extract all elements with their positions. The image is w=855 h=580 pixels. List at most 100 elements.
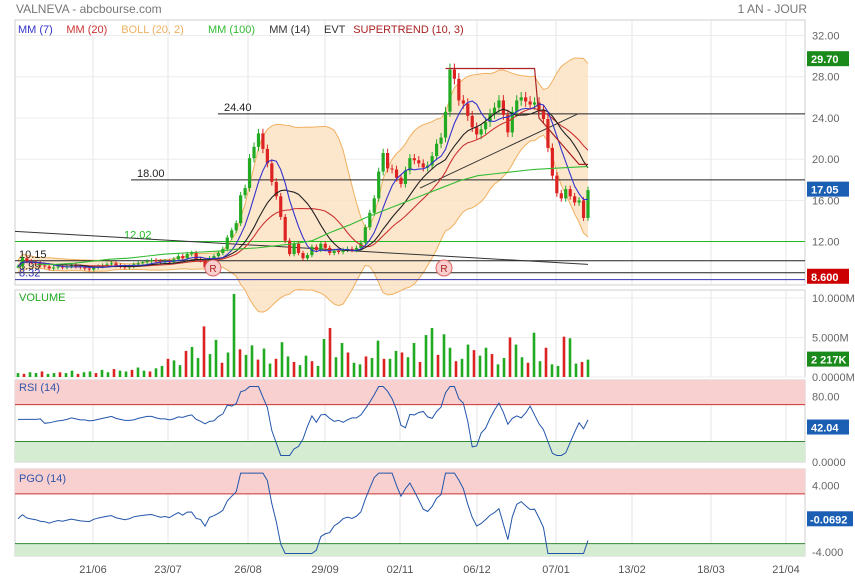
candle-body bbox=[470, 115, 474, 128]
volume-badge bbox=[807, 351, 849, 367]
volume-bar bbox=[226, 352, 230, 377]
price-badge-label: 17.05 bbox=[811, 185, 839, 197]
candle-body bbox=[87, 268, 91, 270]
candle-body bbox=[381, 153, 385, 172]
candle-body bbox=[181, 256, 185, 259]
candle-body bbox=[332, 250, 336, 254]
candle-body bbox=[265, 148, 269, 164]
volume-bar bbox=[442, 334, 446, 377]
volume-bar bbox=[376, 340, 380, 377]
candle-body bbox=[448, 69, 452, 112]
volume-bar bbox=[130, 369, 134, 377]
candle-body bbox=[408, 158, 412, 171]
volume-bar bbox=[118, 370, 122, 377]
candle-body bbox=[368, 212, 372, 228]
reversal-marker-label: R bbox=[209, 264, 216, 275]
candle-body bbox=[136, 263, 140, 265]
price-tick-label: 28.00 bbox=[812, 72, 840, 84]
legend-item: MM (7) bbox=[18, 24, 53, 36]
candle-body bbox=[586, 190, 590, 218]
volume-bar bbox=[52, 373, 56, 377]
volume-bar bbox=[172, 360, 176, 377]
level-label: 8.32 bbox=[19, 268, 40, 280]
volume-bar bbox=[322, 339, 326, 377]
level-label: 10.15 bbox=[19, 249, 47, 261]
rsi-title: RSI (14) bbox=[19, 382, 60, 394]
candle-body bbox=[25, 258, 29, 262]
volume-bar bbox=[136, 367, 140, 377]
candle-body bbox=[372, 198, 376, 213]
volume-bar bbox=[406, 357, 410, 377]
volume-bar bbox=[454, 361, 458, 377]
candle-body bbox=[225, 237, 229, 249]
volume-bar bbox=[538, 361, 542, 377]
candle-body bbox=[47, 266, 51, 269]
volume-badge-label: 2 217K bbox=[811, 355, 847, 367]
level-label: 18.00 bbox=[137, 168, 165, 180]
price-tick-label: 32.00 bbox=[812, 30, 840, 42]
candle-body bbox=[541, 109, 546, 119]
candle-body bbox=[546, 118, 550, 148]
candle-body bbox=[212, 256, 216, 259]
candle-body bbox=[92, 267, 96, 270]
candle-body bbox=[492, 107, 497, 114]
candle-body bbox=[439, 137, 443, 144]
candle-body bbox=[501, 100, 505, 115]
candle-body bbox=[203, 260, 207, 268]
legend: MM (7) MM (20) BOLL (20, 2) MM (100) MM (14)… bbox=[18, 24, 464, 36]
candle-body bbox=[185, 254, 189, 259]
candle-body bbox=[141, 262, 145, 264]
candle-body bbox=[573, 196, 577, 203]
reversal-marker bbox=[204, 259, 222, 277]
volume-tick-label: 10.000M bbox=[812, 293, 855, 305]
volume-bar bbox=[40, 371, 44, 377]
candle-body bbox=[243, 188, 247, 196]
price-tick-label: 24.00 bbox=[812, 113, 840, 125]
price-badge bbox=[807, 51, 849, 67]
volume-bar bbox=[472, 350, 476, 377]
candle-body bbox=[52, 267, 56, 269]
volume-bar bbox=[514, 344, 518, 377]
volume-bar bbox=[424, 335, 428, 377]
volume-bar bbox=[478, 355, 482, 377]
candle-body bbox=[105, 264, 109, 266]
volume-bar bbox=[466, 344, 470, 377]
candle-body bbox=[434, 143, 439, 157]
volume-bar bbox=[166, 358, 170, 377]
pgo-line bbox=[17, 472, 589, 555]
legend-item: EVT bbox=[324, 24, 346, 36]
volume-bar bbox=[94, 373, 98, 377]
candle-body bbox=[532, 102, 537, 105]
volume-bar bbox=[82, 372, 86, 377]
candle-body bbox=[577, 200, 581, 203]
volume-bar bbox=[430, 327, 434, 377]
volume-bar bbox=[238, 349, 242, 377]
level-label: 12.02 bbox=[124, 229, 152, 241]
candle-body bbox=[390, 168, 394, 170]
x-tick-label: 18/03 bbox=[697, 564, 725, 576]
x-tick-label: 21/04 bbox=[772, 564, 800, 576]
candle-body bbox=[314, 246, 318, 250]
price-tick-label: 16.00 bbox=[812, 195, 840, 207]
pgo-title: PGO (14) bbox=[19, 473, 66, 485]
period-label[interactable]: 1 AN - JOUR bbox=[737, 2, 807, 16]
candle-body bbox=[564, 189, 568, 199]
volume-bar bbox=[184, 350, 188, 377]
candle-body bbox=[559, 193, 563, 199]
volume-bar bbox=[100, 369, 104, 377]
candle-body bbox=[483, 122, 488, 130]
candle-body bbox=[190, 253, 194, 255]
candle-body bbox=[292, 243, 296, 255]
volume-bar bbox=[208, 354, 212, 377]
volume-bar bbox=[196, 358, 200, 377]
volume-bar bbox=[280, 342, 284, 377]
volume-bar bbox=[328, 327, 332, 377]
candle-body bbox=[109, 263, 114, 265]
volume-bar bbox=[586, 359, 590, 377]
rsi-line bbox=[18, 386, 589, 456]
candle-body bbox=[479, 129, 483, 135]
rsi-panel: RSI (14) bbox=[15, 380, 805, 462]
candle-body bbox=[283, 216, 287, 241]
candle-body bbox=[524, 97, 528, 102]
volume-bar bbox=[34, 373, 38, 377]
